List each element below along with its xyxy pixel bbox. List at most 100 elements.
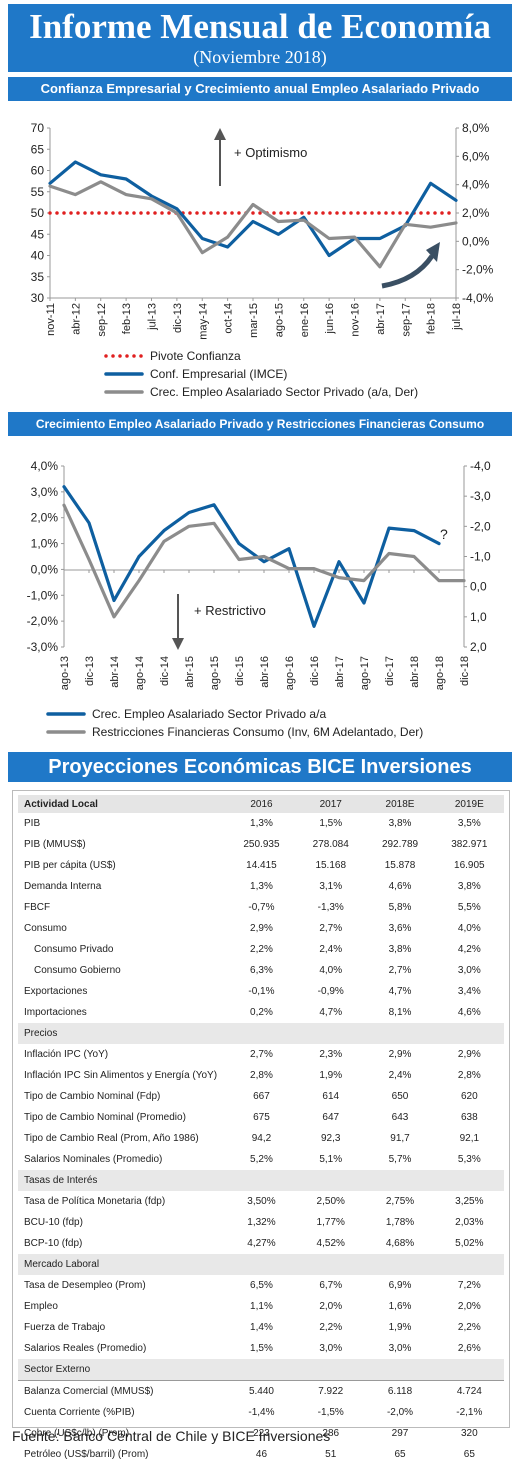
table-row: Tipo de Cambio Nominal (Promedio) 675 647 6… [18, 1107, 504, 1128]
left-tick-label: 3,0% [31, 485, 59, 499]
right-tick-label: 2,0% [462, 206, 490, 220]
cell-value: 2,3% [319, 1049, 343, 1060]
cell-value: 297 [391, 1428, 409, 1439]
cell-value [365, 1359, 435, 1381]
x-tick-label: dic-13 [172, 303, 184, 333]
cell-value: 5,8% [388, 902, 412, 913]
table-header-row: Actividad Local 2016 2017 2018E 2019E [18, 795, 504, 813]
table-row: Consumo 2,9% 2,7% 3,6% 4,0% [18, 918, 504, 939]
row-label: Fuerza de Trabajo [24, 1322, 106, 1333]
x-tick-label: feb-13 [121, 303, 133, 334]
cell-value: -1,4% [248, 1407, 275, 1418]
source-note: Fuente: Banco Central de Chile y BICE In… [12, 1428, 331, 1444]
cell-value: -2,0% [386, 1407, 414, 1418]
cell-value [434, 1023, 504, 1044]
cell-value: 4,0% [319, 965, 343, 976]
left-tick-label: 40 [31, 249, 45, 263]
cell-value: 1,3% [250, 881, 273, 892]
row-label: Inflación IPC Sin Alimentos y Energía (Y… [24, 1070, 218, 1081]
cell-value: 3,4% [457, 986, 481, 997]
cell-value [365, 1023, 435, 1044]
cell-value [434, 1170, 504, 1191]
series-line-2 [48, 180, 458, 269]
x-tick-label: nov-11 [45, 303, 57, 336]
cell-value: 6,3% [250, 965, 273, 976]
table-row: Empleo 1,1% 2,0% 1,6% 2,0% [18, 1296, 504, 1317]
x-tick-label: dic-14 [159, 656, 171, 686]
section-row: Sector Externo [18, 1359, 504, 1381]
row-label: Precios [18, 1023, 227, 1044]
cell-value: -2,1% [456, 1407, 483, 1418]
row-label: Tasa de Desempleo (Prom) [24, 1280, 146, 1291]
cell-value: 2,4% [319, 944, 343, 955]
row-label: PIB [24, 818, 41, 829]
cell-value: 1,77% [316, 1217, 345, 1228]
cell-value: 3,0% [319, 1343, 343, 1354]
cell-value: 4,6% [388, 881, 412, 892]
cell-value: 2,9% [457, 1049, 481, 1060]
x-tick-label: abr-12 [70, 303, 82, 335]
cell-value: 91,7 [390, 1133, 410, 1144]
table-row: Inflación IPC (YoY) 2,7% 2,3% 2,9% 2,9% [18, 1044, 504, 1065]
table-row: Exportaciones -0,1% -0,9% 4,7% 3,4% [18, 981, 504, 1002]
cell-value: 286 [322, 1428, 340, 1439]
cell-value [296, 1023, 366, 1044]
left-tick-label: -2,0% [27, 614, 59, 628]
x-tick-label: ene-16 [299, 303, 311, 337]
row-label: Tipo de Cambio Nominal (Fdp) [24, 1091, 161, 1102]
x-tick-label: sep-17 [400, 303, 412, 337]
projections-title: Proyecciones Económicas BICE Inversiones [8, 752, 512, 782]
cell-value: 7,2% [457, 1280, 481, 1291]
row-label: Salarios Reales (Promedio) [24, 1343, 147, 1354]
row-label: BCU-10 (fdp) [24, 1217, 83, 1228]
row-label: Cuenta Corriente (%PIB) [24, 1407, 135, 1418]
cell-value [296, 1170, 366, 1191]
row-label: Consumo Gobierno [34, 965, 121, 976]
cell-value: 6,7% [319, 1280, 343, 1291]
legend-label-1: Restricciones Financieras Consumo (Inv, … [92, 725, 423, 739]
cell-value: -0,7% [248, 902, 275, 913]
left-tick-label: -3,0% [27, 640, 59, 654]
left-tick-label: 50 [31, 206, 45, 220]
x-tick-label: dic-17 [384, 656, 396, 686]
x-tick-label: ago-15 [209, 656, 221, 690]
cell-value: 6,9% [388, 1280, 412, 1291]
row-label: Tipo de Cambio Nominal (Promedio) [24, 1112, 186, 1123]
x-tick-label: ago-16 [284, 656, 296, 690]
cell-value: 2,7% [319, 923, 343, 934]
report-title: Informe Mensual de Economía [29, 7, 491, 46]
projections-table: Actividad Local 2016 2017 2018E 2019E PIB 1,3%… [18, 795, 504, 1465]
right-tick-label: -2,0 [470, 519, 491, 533]
cell-value: 1,5% [250, 1343, 273, 1354]
cell-value: 3,8% [388, 818, 412, 829]
cell-value: 1,6% [388, 1301, 412, 1312]
left-tick-label: 1,0% [31, 537, 59, 551]
cell-value: 2018E [365, 795, 435, 813]
row-label: Inflación IPC (YoY) [24, 1049, 109, 1060]
left-tick-label: 45 [31, 227, 45, 241]
x-tick-label: abr-15 [184, 656, 196, 688]
cell-value: 2,8% [250, 1070, 273, 1081]
row-label: PIB per cápita (US$) [24, 860, 116, 871]
cell-value: 4.724 [434, 1380, 504, 1402]
x-tick-label: mar-15 [248, 303, 260, 338]
chart1-confianza: 70 65 60 55 50 45 40 35 30 8,0% 6,0% 4,0% 2,0% 0,0% -2… [31, 121, 494, 399]
x-tick-label: jul-13 [147, 303, 159, 331]
x-tick-label: oct-14 [223, 303, 235, 334]
cell-value: 5,1% [319, 1154, 343, 1165]
cell-value: 0,2% [250, 1007, 273, 1018]
right-tick-label: 4,0% [462, 178, 490, 192]
right-tick-label: 8,0% [462, 121, 490, 135]
table-row: Importaciones 0,2% 4,7% 8,1% 4,6% [18, 1002, 504, 1023]
cell-value [226, 1254, 297, 1275]
left-tick-label: 65 [31, 142, 45, 156]
table-row: Inflación IPC Sin Alimentos y Energía (Y… [18, 1065, 504, 1086]
x-tick-label: abr-17 [375, 303, 387, 335]
x-tick-label: may-14 [197, 303, 209, 340]
cell-value: 3,0% [388, 1343, 412, 1354]
row-label: Consumo Privado [34, 944, 114, 955]
restrictive-annotation: + Restrictivo [194, 603, 266, 618]
row-label: Mercado Laboral [18, 1254, 227, 1275]
cell-value: 638 [460, 1112, 478, 1123]
cell-value: 2,50% [316, 1196, 345, 1207]
